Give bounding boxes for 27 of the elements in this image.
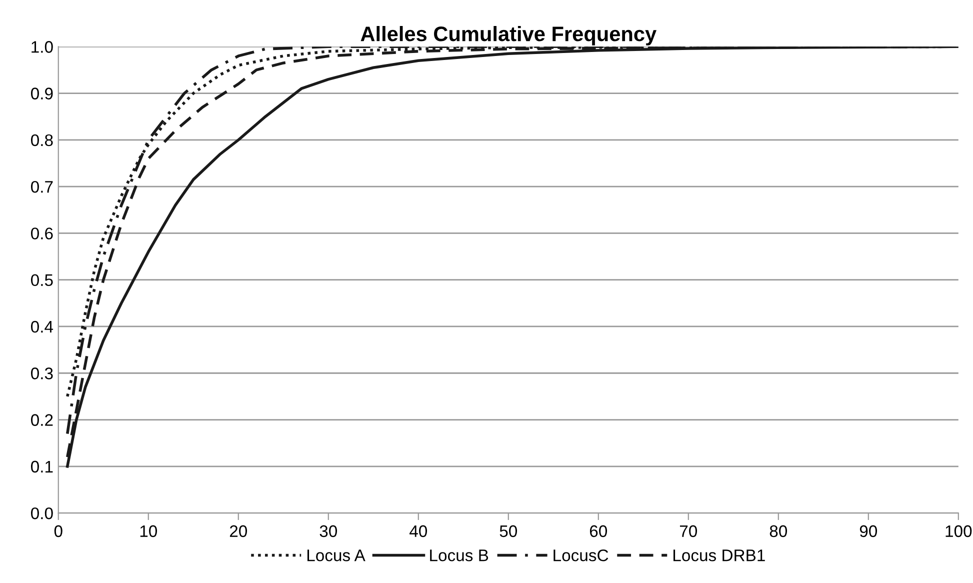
y-tick-label: 0.0 bbox=[31, 507, 53, 520]
legend-label: Locus B bbox=[430, 550, 488, 562]
x-tick-label: 100 bbox=[946, 525, 972, 538]
legend-label: Locus DRB1 bbox=[673, 550, 765, 562]
y-tick-label: 0.1 bbox=[31, 460, 53, 473]
y-tick-label: 1.0 bbox=[32, 41, 53, 53]
x-tick-label: 30 bbox=[320, 525, 338, 538]
y-tick-label: 0.5 bbox=[31, 274, 53, 286]
x-tick-label: 50 bbox=[500, 525, 518, 538]
x-tick-label: 20 bbox=[230, 525, 248, 538]
legend-label: Locus A bbox=[307, 550, 366, 562]
legend-label: LocusC bbox=[554, 549, 608, 562]
y-tick-label: 0.2 bbox=[31, 414, 53, 426]
x-tick-label: 60 bbox=[590, 525, 608, 538]
x-tick-label: 80 bbox=[770, 525, 788, 538]
x-tick-label: 0 bbox=[54, 525, 62, 538]
y-tick-label: 0.7 bbox=[31, 180, 53, 193]
x-tick-label: 70 bbox=[680, 525, 698, 538]
chart-title: Alleles Cumulative Frequency bbox=[360, 26, 656, 46]
y-tick-label: 0.9 bbox=[31, 88, 53, 100]
x-tick-label: 10 bbox=[140, 525, 157, 538]
y-tick-label: 0.3 bbox=[31, 368, 53, 380]
y-tick-label: 0.4 bbox=[31, 320, 54, 333]
x-tick-label: 90 bbox=[860, 525, 878, 538]
y-tick-label: 0.8 bbox=[31, 134, 53, 146]
y-tick-label: 0.6 bbox=[31, 228, 53, 240]
x-tick-label: 40 bbox=[410, 525, 428, 538]
